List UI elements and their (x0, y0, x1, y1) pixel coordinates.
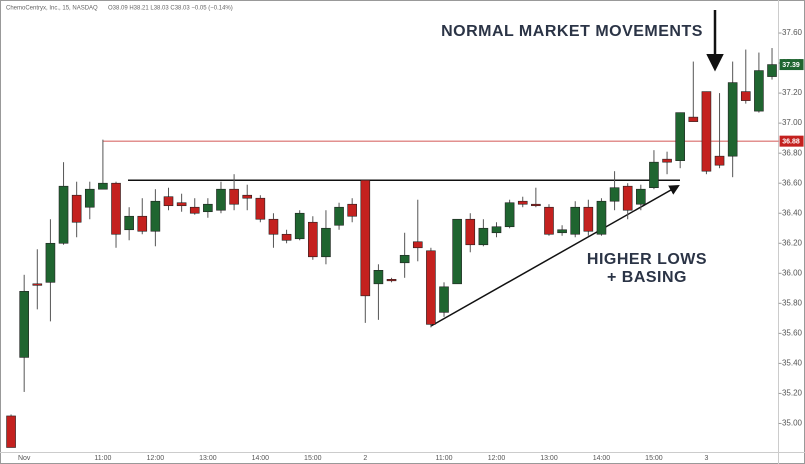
y-tick-label: 36.20 (782, 238, 803, 247)
candle-body (321, 227, 331, 258)
last-price-label: 37.39 (782, 62, 800, 69)
candle-body (649, 161, 659, 189)
candle-body (6, 415, 16, 448)
candle-body (557, 229, 567, 234)
candle-body (531, 203, 541, 207)
x-tick-label: 12:00 (147, 455, 165, 462)
x-tick-label: 11:00 (94, 455, 111, 462)
candle-body (465, 218, 476, 246)
candle-body (308, 221, 318, 258)
y-tick-label: 35.20 (782, 389, 803, 398)
x-tick-label: 11:00 (436, 455, 453, 462)
candle-body (32, 283, 43, 286)
x-tick-label: 3 (704, 455, 708, 462)
candle-body (124, 215, 134, 231)
candle-body (570, 206, 581, 235)
y-tick-label: 36.60 (782, 178, 803, 187)
candle-body (636, 188, 646, 205)
candle-body (688, 116, 699, 122)
candle-body (675, 112, 685, 161)
y-tick-label: 37.00 (782, 118, 803, 127)
candle-body (360, 179, 371, 297)
annotation: NORMAL MARKET MOVEMENTS (441, 23, 703, 40)
candle-body (111, 182, 121, 235)
candle-body (84, 188, 95, 208)
trend-arrow (430, 184, 680, 327)
candle-body (412, 241, 423, 249)
candle-body (714, 155, 725, 166)
y-tick-label: 35.40 (782, 359, 803, 368)
y-tick-label: 37.60 (782, 28, 803, 37)
price-line-tag (779, 135, 804, 147)
candle-body (163, 196, 174, 207)
candle-body (596, 200, 607, 235)
candle-body (609, 187, 620, 202)
y-tick-label: 35.80 (782, 298, 803, 307)
candle-body (45, 242, 56, 283)
candle-body (98, 182, 108, 190)
candle-body (701, 91, 712, 172)
x-tick-label: Nov (18, 455, 31, 462)
candle-body (767, 64, 777, 77)
candle-body (426, 250, 436, 325)
candle-body (740, 91, 751, 101)
x-tick-label: 2 (363, 455, 367, 462)
y-tick-label: 35.60 (782, 328, 803, 337)
candle-body (583, 206, 594, 232)
last-price-tag (779, 59, 804, 71)
candle-body (754, 70, 764, 112)
candle-body (452, 218, 462, 285)
candle-body (334, 206, 344, 226)
candle-body (189, 206, 200, 214)
x-tick-label: 13:00 (540, 455, 558, 462)
x-tick-label: 13:00 (199, 455, 217, 462)
candle-body (137, 215, 148, 232)
symbol: ChemoCentryx, Inc., 15, NASDAQ (6, 6, 98, 12)
candle-body (386, 279, 397, 282)
y-tick-label: 36.40 (782, 208, 803, 217)
price-line-label: 36.88 (782, 138, 800, 145)
candle-body (399, 254, 410, 264)
x-tick-label: 15:00 (645, 455, 663, 462)
candle-body (242, 194, 253, 199)
candle-body (58, 185, 69, 244)
candle-body (439, 286, 449, 313)
candle-body (622, 185, 633, 211)
candle-body (491, 226, 502, 234)
x-tick-label: 14:00 (252, 455, 270, 462)
candle-body (517, 200, 528, 205)
x-tick-label: 15:00 (304, 455, 322, 462)
candle-body (662, 158, 672, 163)
candle-body (347, 203, 357, 217)
candle-body (373, 269, 384, 285)
annotation: HIGHER LOWS (587, 251, 707, 268)
candle-body (478, 227, 489, 246)
candle-body (216, 188, 226, 211)
candle-body (544, 206, 554, 235)
x-tick-label: 12:00 (488, 455, 506, 462)
candle-body (255, 197, 266, 220)
x-tick-label: 14:00 (593, 455, 611, 462)
annotation: + BASING (607, 269, 687, 286)
candle-body (71, 194, 82, 223)
y-tick-label: 36.00 (782, 268, 803, 277)
candle-body (229, 188, 239, 205)
candle-body (19, 291, 29, 358)
candle-body (281, 233, 292, 241)
candle-body (727, 82, 738, 157)
y-tick-label: 35.00 (782, 419, 803, 428)
y-tick-label: 36.80 (782, 148, 803, 157)
candle-body (294, 212, 305, 240)
candle-body (150, 200, 161, 232)
candle-body (268, 218, 279, 235)
y-tick-label: 37.20 (782, 88, 803, 97)
candle-body (203, 203, 213, 213)
quote: O38.09 H38.21 L38.03 C38.03 −0.05 (−0.14… (108, 6, 233, 12)
candle-body (504, 202, 515, 228)
candle-body (176, 202, 187, 207)
